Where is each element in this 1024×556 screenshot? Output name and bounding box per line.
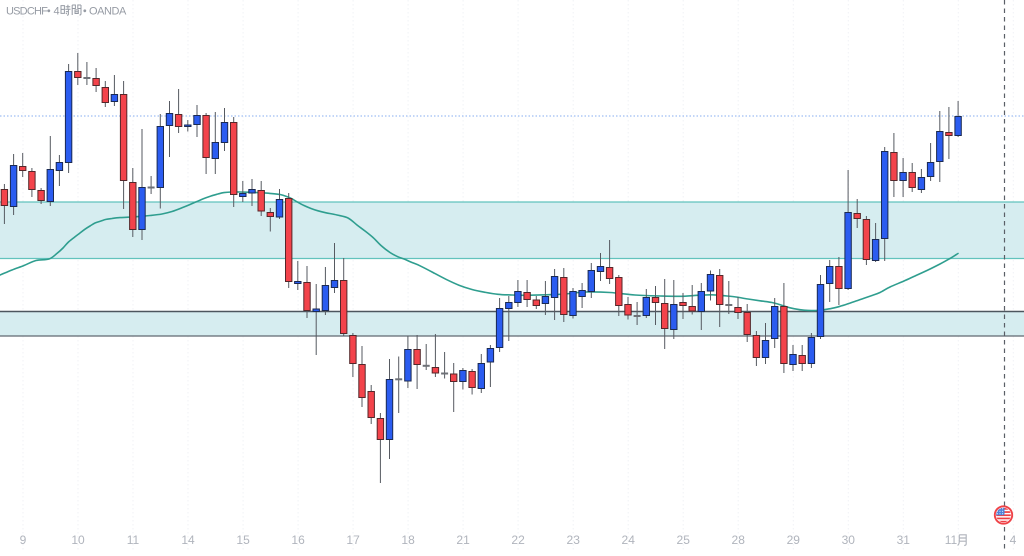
- svg-text:4: 4: [54, 6, 60, 18]
- svg-text:OANDA: OANDA: [89, 6, 127, 18]
- svg-text:28: 28: [732, 533, 746, 547]
- svg-text:4: 4: [1010, 533, 1017, 547]
- svg-text:31: 31: [897, 533, 911, 547]
- svg-text:22: 22: [511, 533, 525, 547]
- svg-text:USDCHF: USDCHF: [6, 6, 48, 18]
- svg-text:17: 17: [346, 533, 360, 547]
- svg-text:25: 25: [677, 533, 691, 547]
- svg-text:16: 16: [291, 533, 305, 547]
- svg-text:24: 24: [622, 533, 636, 547]
- svg-text:18: 18: [401, 533, 415, 547]
- svg-text:21: 21: [456, 533, 470, 547]
- svg-text:15: 15: [236, 533, 250, 547]
- svg-text:14: 14: [181, 533, 195, 547]
- svg-text:30: 30: [842, 533, 856, 547]
- svg-text:29: 29: [787, 533, 801, 547]
- svg-text:11: 11: [127, 533, 140, 547]
- svg-text:10: 10: [71, 533, 85, 547]
- svg-text:9: 9: [20, 533, 27, 547]
- svg-text:23: 23: [567, 533, 581, 547]
- svg-text:11: 11: [945, 533, 958, 547]
